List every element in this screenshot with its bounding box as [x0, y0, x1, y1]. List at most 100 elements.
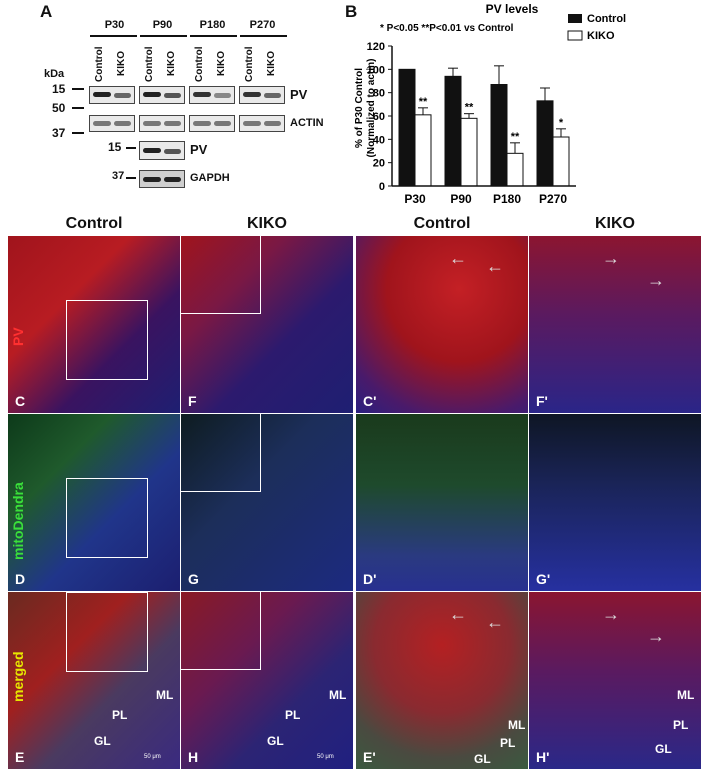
timepoint-p90: P90: [152, 19, 173, 31]
inset-box: [66, 478, 148, 558]
blot-gapdh: [139, 170, 185, 188]
layer-label-pl: PL: [500, 736, 516, 750]
significance-marker: **: [419, 96, 428, 108]
layer-label-gl: GL: [94, 734, 111, 748]
arrow-icon: ←: [449, 604, 467, 624]
panel-label-g-prime: G': [536, 571, 551, 587]
y-axis-title: % of P30 Control (Normalized to actin): [354, 59, 377, 158]
x-category-label: P90: [450, 192, 472, 205]
legend-label-control: Control: [587, 13, 626, 25]
chart-annotation: * P<0.05 **P<0.01 vs Control: [380, 23, 514, 34]
image-panel-e-prime: ← ← ML PL GL E': [356, 592, 528, 769]
inset-box: [181, 414, 261, 492]
image-panel-g: G: [181, 414, 353, 591]
bar-control: [536, 100, 554, 187]
panel-label-c-prime: C': [363, 393, 377, 409]
channel-label-pv: PV: [10, 327, 26, 346]
channel-label-mitodendra: mitoDendra: [10, 482, 26, 560]
panel-label-h: H: [188, 749, 199, 765]
image-panel-d-prime: D': [356, 414, 528, 591]
bar-control: [444, 75, 462, 187]
y-tick-label: 80: [373, 88, 385, 100]
y-tick-label: 20: [373, 158, 385, 170]
timepoint-underline: [240, 35, 287, 37]
image-panel-c: PV C: [8, 236, 180, 413]
y-tick-label: 60: [373, 111, 385, 123]
blot-pv-p180: [189, 86, 235, 104]
lane-label-control: Control: [194, 46, 205, 82]
panel-a-letter: A: [40, 2, 53, 21]
image-panel-h: ML PL GL 50 μm H: [181, 592, 353, 769]
panel-label-e: E: [15, 749, 25, 765]
significance-marker: **: [465, 102, 474, 114]
layer-label-gl: GL: [267, 734, 284, 748]
panel-label-e-prime: E': [363, 749, 376, 765]
blot-label-gapdh: GAPDH: [190, 172, 230, 184]
panel-label-d: D: [15, 571, 26, 587]
y-axis-title-line2: (Normalized to actin): [366, 59, 377, 158]
lane-label-kiko: KIKO: [166, 51, 177, 76]
layer-label-pl: PL: [673, 718, 689, 732]
layer-label-ml: ML: [508, 718, 526, 732]
lane-label-kiko: KIKO: [116, 51, 127, 76]
panel-label-f-prime: F': [536, 393, 548, 409]
blot-actin-p30: [89, 115, 135, 132]
layer-label-gl: GL: [655, 742, 672, 756]
arrow-icon: →: [602, 604, 620, 624]
blot-pv-p270: [239, 86, 285, 104]
column-header-kiko: KIKO: [247, 215, 287, 232]
legend-swatch-kiko: [567, 30, 583, 41]
chart-legend: Control KIKO: [567, 13, 626, 42]
significance-marker: *: [559, 117, 564, 129]
timepoint-underline: [190, 35, 237, 37]
bar-control: [490, 84, 508, 187]
scale-bar-label: 50 μm: [317, 754, 334, 760]
blot-pv-p30: [89, 86, 135, 104]
arrow-icon: ←: [449, 248, 467, 268]
image-panel-g-prime: G': [529, 414, 701, 591]
lane-label-kiko: KIKO: [266, 51, 277, 76]
arrow-icon: →: [602, 248, 620, 268]
image-panel-e: merged ML PL GL 50 μm E: [8, 592, 180, 769]
column-header-control: Control: [65, 215, 123, 232]
mw-marker: 37: [112, 170, 125, 182]
layer-label-ml: ML: [329, 688, 347, 702]
arrow-icon: →: [647, 270, 665, 290]
image-panel-c-prime: ← ← C': [356, 236, 528, 413]
y-tick-label: 100: [367, 64, 385, 76]
lane-label-control: Control: [244, 46, 255, 82]
column-header-control: Control: [413, 215, 471, 232]
timepoint-underline: [140, 35, 187, 37]
x-category-label: P180: [493, 192, 521, 205]
blot-actin-p180: [189, 115, 235, 132]
arrow-icon: →: [647, 626, 665, 646]
inset-box: [181, 236, 261, 314]
y-tick-label: 120: [367, 41, 385, 53]
y-axis-title-line1: % of P30 Control: [354, 68, 365, 148]
layer-label-pl: PL: [112, 708, 128, 722]
y-tick-label: 0: [379, 181, 385, 193]
layer-label-gl: GL: [474, 752, 491, 766]
mw-marker: 37: [52, 126, 66, 140]
blot-pv-second: [139, 141, 185, 160]
inset-box: [181, 592, 261, 670]
image-panel-d: mitoDendra D: [8, 414, 180, 591]
arrow-icon: ←: [486, 612, 504, 632]
x-category-label: P30: [404, 192, 426, 205]
lane-label-control: Control: [94, 46, 105, 82]
panel-label-h-prime: H': [536, 749, 550, 765]
x-category-label: P270: [539, 192, 567, 205]
scale-bar-label: 50 μm: [144, 754, 161, 760]
mw-marker: 15: [108, 140, 122, 154]
significance-marker: **: [511, 131, 520, 143]
layer-label-ml: ML: [156, 688, 174, 702]
column-header-kiko: KIKO: [595, 215, 635, 232]
bar-kiko: [552, 136, 570, 187]
timepoint-p30: P30: [104, 19, 125, 31]
kda-label: kDa: [44, 68, 65, 80]
bar-kiko: [414, 114, 432, 187]
mw-marker: 15: [52, 82, 66, 96]
chart-title: PV levels: [486, 2, 539, 16]
bar-control: [398, 68, 416, 187]
layer-label-pl: PL: [285, 708, 301, 722]
